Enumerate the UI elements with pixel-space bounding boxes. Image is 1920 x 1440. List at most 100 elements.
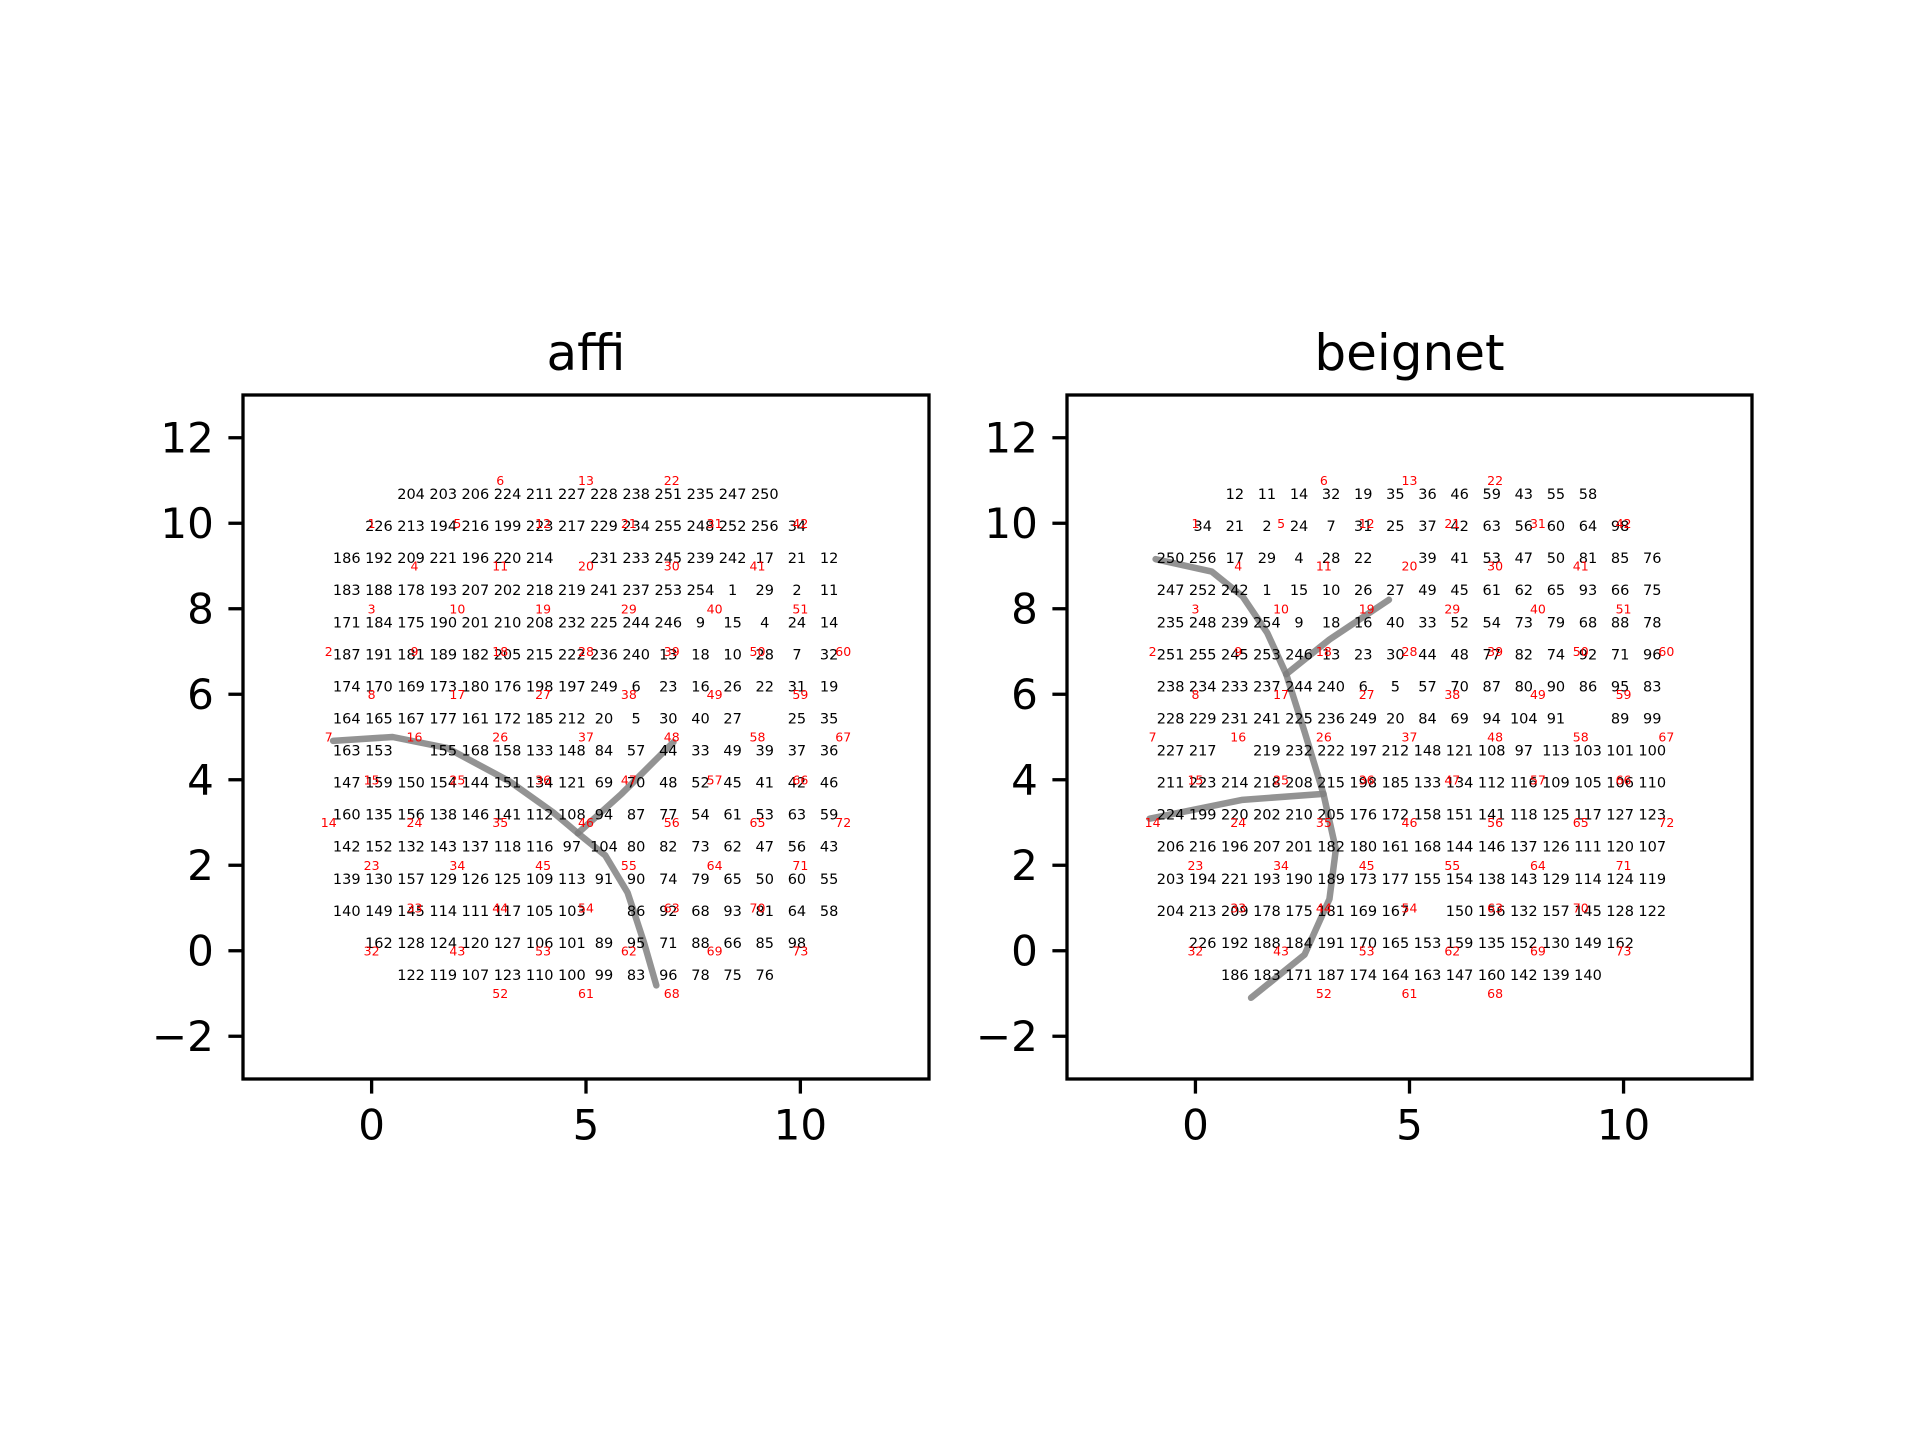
- node-label: 43: [1273, 943, 1289, 958]
- node-label: 40: [707, 601, 723, 616]
- node-label: 44: [1316, 901, 1332, 916]
- node-label: 72: [835, 815, 851, 830]
- cell-label: 217: [558, 519, 586, 535]
- cell-label: 126: [1542, 840, 1570, 856]
- cell-label: 198: [526, 679, 554, 695]
- cell-label: 188: [1253, 936, 1281, 952]
- node-label: 65: [1573, 815, 1589, 830]
- cell-label: 231: [1221, 711, 1249, 727]
- cell-label: 66: [723, 936, 741, 952]
- cell-label: 88: [1611, 615, 1629, 631]
- y-tick-label: 4: [187, 755, 214, 804]
- node-label: 31: [707, 516, 723, 531]
- cell-label: 61: [1482, 583, 1500, 599]
- node-label: 24: [1230, 815, 1246, 830]
- cell-label: 129: [429, 872, 457, 888]
- node-label: 1: [368, 516, 376, 531]
- node-label: 37: [578, 730, 594, 745]
- cell-label: 76: [756, 968, 774, 984]
- cell-label: 208: [526, 615, 554, 631]
- cell-label: 114: [429, 904, 457, 920]
- cell-label: 252: [719, 519, 747, 535]
- cell-label: 106: [1606, 776, 1634, 792]
- y-tick-label: −2: [976, 1012, 1038, 1061]
- cell-label: 26: [723, 679, 741, 695]
- cell-label: 87: [1482, 679, 1500, 695]
- cell-label: 15: [723, 615, 741, 631]
- cell-label: 50: [756, 872, 774, 888]
- cell-label: 173: [429, 679, 457, 695]
- node-label: 4: [411, 559, 419, 574]
- y-tick-label: 2: [1011, 841, 1038, 890]
- cell-label: 98: [1611, 519, 1629, 535]
- cell-label: 78: [691, 968, 709, 984]
- cell-label: 225: [1285, 711, 1313, 727]
- cell-label: 148: [558, 744, 586, 760]
- cell-label: 149: [1574, 936, 1602, 952]
- cell-label: 16: [691, 679, 709, 695]
- cell-label: 90: [627, 872, 645, 888]
- cell-label: 43: [1515, 487, 1533, 503]
- cell-label: 221: [429, 551, 457, 567]
- node-label: 30: [1487, 559, 1503, 574]
- cell-label: 105: [1574, 776, 1602, 792]
- tree-curve: [329, 733, 582, 837]
- cell-label: 71: [659, 936, 677, 952]
- cell-label: 242: [719, 551, 747, 567]
- cell-label: 83: [627, 968, 645, 984]
- cell-label: 217: [1189, 744, 1217, 760]
- cell-label: 62: [1515, 583, 1533, 599]
- cell-label: 241: [590, 583, 618, 599]
- cell-label: 232: [558, 615, 586, 631]
- cell-label: 128: [1606, 904, 1634, 920]
- cell-label: 177: [429, 711, 457, 727]
- cell-label: 57: [1418, 679, 1436, 695]
- cell-label: 189: [429, 647, 457, 663]
- cell-label: 11: [1258, 487, 1276, 503]
- node-label: 57: [707, 772, 723, 787]
- cell-label: 249: [590, 679, 618, 695]
- node-label: 7: [325, 730, 333, 745]
- cell-label: 125: [494, 872, 522, 888]
- cell-label: 227: [1157, 744, 1185, 760]
- cell-label: 175: [397, 615, 425, 631]
- cell-label: 76: [1643, 551, 1661, 567]
- cell-label: 74: [659, 872, 677, 888]
- cell-label: 158: [494, 744, 522, 760]
- node-label: 23: [1187, 858, 1203, 873]
- cell-label: 87: [627, 808, 645, 824]
- y-tick-label: 4: [1011, 755, 1038, 804]
- cell-label: 155: [1414, 872, 1442, 888]
- cell-label: 211: [1157, 776, 1185, 792]
- cell-label: 119: [1638, 872, 1666, 888]
- cell-label: 88: [691, 936, 709, 952]
- cell-label: 132: [397, 840, 425, 856]
- cell-label: 181: [1317, 904, 1345, 920]
- cell-label: 197: [1349, 744, 1377, 760]
- cell-label: 13: [659, 647, 677, 663]
- cell-label: 91: [595, 872, 613, 888]
- cell-label: 209: [397, 551, 425, 567]
- cell-label: 19: [1354, 487, 1372, 503]
- cell-label: 81: [756, 904, 774, 920]
- node-label: 34: [449, 858, 465, 873]
- node-label: 13: [1402, 473, 1418, 488]
- cell-label: 152: [1510, 936, 1538, 952]
- cell-label: 92: [1579, 647, 1597, 663]
- cell-label: 9: [1294, 615, 1303, 631]
- cell-label: 203: [1157, 872, 1185, 888]
- cell-label: 58: [1579, 487, 1597, 503]
- y-tick-label: 8: [1011, 584, 1038, 633]
- cell-label: 140: [333, 904, 361, 920]
- node-label: 14: [1145, 815, 1161, 830]
- node-label: 37: [1402, 730, 1418, 745]
- node-label: 61: [1402, 986, 1418, 1001]
- cell-label: 161: [1382, 840, 1410, 856]
- node-label: 35: [492, 815, 508, 830]
- node-label: 67: [1658, 730, 1674, 745]
- cell-label: 36: [820, 744, 838, 760]
- cell-label: 44: [1418, 647, 1436, 663]
- cell-label: 134: [526, 776, 554, 792]
- cell-label: 37: [1418, 519, 1436, 535]
- x-tick-label: 10: [1597, 1100, 1650, 1149]
